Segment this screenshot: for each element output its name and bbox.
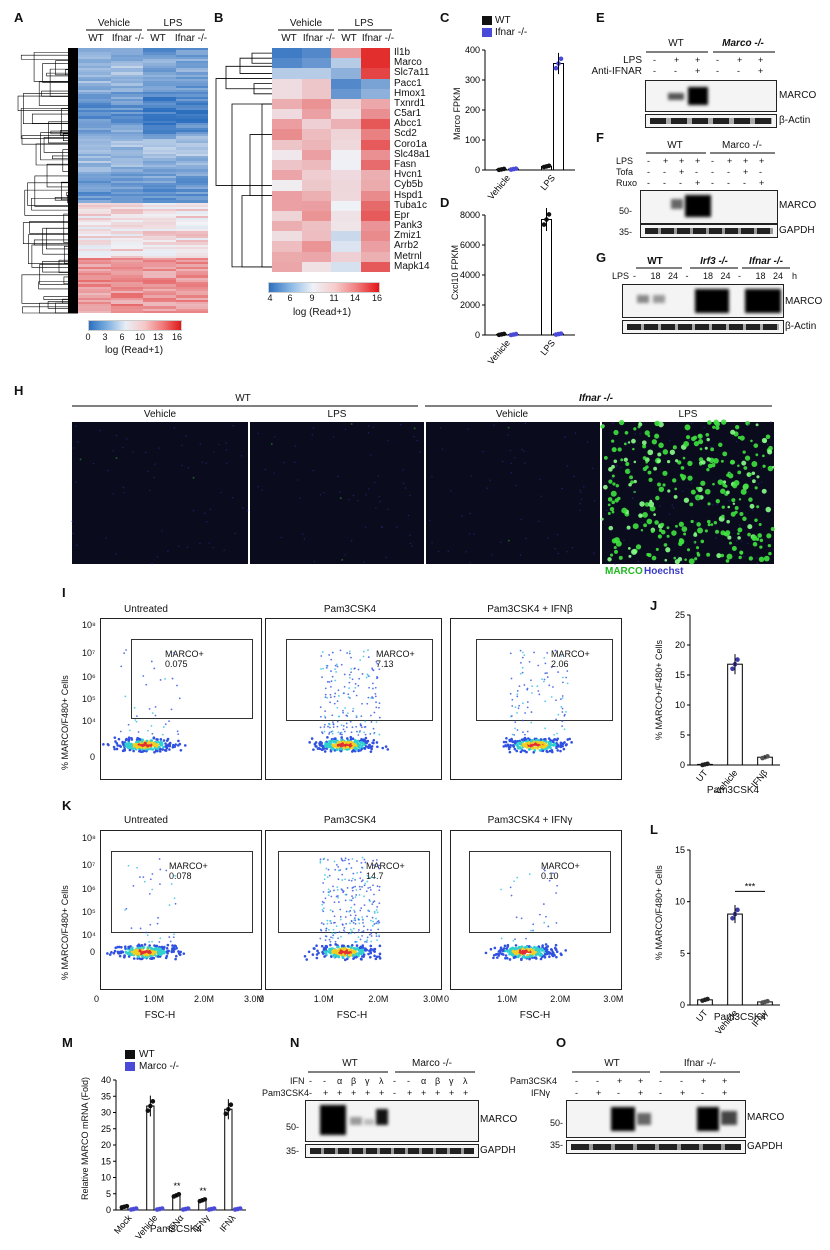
blot-o-sign: - bbox=[659, 1076, 662, 1086]
data-point bbox=[134, 1206, 139, 1211]
blot-o-label-marco: MARCO bbox=[747, 1112, 784, 1123]
data-point bbox=[238, 1206, 243, 1211]
blot-n-mw-35: 35- bbox=[286, 1146, 299, 1156]
blot-o-gapdh-band bbox=[566, 1140, 746, 1154]
blot-n-sign: + bbox=[365, 1088, 370, 1098]
blot-n-sign: + bbox=[323, 1088, 328, 1098]
category-label: IFNλ bbox=[218, 1212, 238, 1233]
data-point bbox=[151, 1099, 156, 1104]
blot-o-sign: - bbox=[617, 1088, 620, 1098]
blot-n-sign: - bbox=[393, 1088, 396, 1098]
blot-o-sign: + bbox=[680, 1088, 685, 1098]
blot-o-sign: - bbox=[701, 1088, 704, 1098]
blot-n-label-gapdh: GAPDH bbox=[480, 1145, 516, 1156]
data-point bbox=[186, 1206, 191, 1211]
blot-n-sign: + bbox=[421, 1088, 426, 1098]
blot-o-marco-band bbox=[566, 1100, 746, 1138]
blot-n-sign: + bbox=[407, 1088, 412, 1098]
blot-o-lines bbox=[0, 0, 830, 1080]
blot-o-sign: - bbox=[680, 1076, 683, 1086]
significance-label: ** bbox=[173, 1181, 181, 1191]
significance-label: ** bbox=[199, 1186, 207, 1196]
data-point bbox=[146, 1108, 151, 1113]
blot-n-sign: + bbox=[351, 1088, 356, 1098]
blot-n-sign: + bbox=[337, 1088, 342, 1098]
blot-o-sign: + bbox=[722, 1088, 727, 1098]
blot-n-sign: - bbox=[309, 1088, 312, 1098]
bar bbox=[147, 1106, 154, 1210]
y-tick-label: 30 bbox=[101, 1108, 111, 1118]
blot-n-sign: + bbox=[379, 1088, 384, 1098]
blot-n-row-pam: Pam3CSK4 bbox=[262, 1088, 309, 1098]
data-point bbox=[203, 1197, 208, 1202]
blot-o-sign: + bbox=[701, 1076, 706, 1086]
blot-n-marco-band bbox=[305, 1100, 479, 1142]
y-tick-label: 25 bbox=[101, 1124, 111, 1134]
blot-o-label-gapdh: GAPDH bbox=[747, 1141, 783, 1152]
data-point bbox=[229, 1102, 234, 1107]
chart-m-ylabel: Relative MARCO mRNA (Fold) bbox=[80, 1077, 90, 1200]
data-point bbox=[224, 1111, 229, 1116]
chart-m-group: Pam3CSK4 bbox=[150, 1224, 202, 1235]
blot-o-sign: + bbox=[638, 1076, 643, 1086]
y-tick-label: 5 bbox=[106, 1189, 111, 1199]
y-tick-label: 35 bbox=[101, 1091, 111, 1101]
blot-o-sign: - bbox=[575, 1088, 578, 1098]
blot-n-sign: + bbox=[463, 1088, 468, 1098]
y-tick-label: 10 bbox=[101, 1173, 111, 1183]
blot-o-sign: + bbox=[596, 1088, 601, 1098]
blot-o-row-ifng: IFNγ bbox=[531, 1088, 550, 1098]
y-tick-label: 15 bbox=[101, 1156, 111, 1166]
blot-n-sign: + bbox=[449, 1088, 454, 1098]
blot-n-label-marco: MARCO bbox=[480, 1114, 517, 1125]
blot-o-sign: - bbox=[659, 1088, 662, 1098]
blot-o-sign: - bbox=[596, 1076, 599, 1086]
blot-n-sign: + bbox=[435, 1088, 440, 1098]
blot-n-gapdh-band bbox=[305, 1144, 479, 1158]
blot-o-mw-50: 50- bbox=[550, 1118, 563, 1128]
blot-o-sign: + bbox=[617, 1076, 622, 1086]
blot-o-sign: + bbox=[638, 1088, 643, 1098]
data-point bbox=[212, 1206, 217, 1211]
y-tick-label: 20 bbox=[101, 1140, 111, 1150]
blot-o-sign: + bbox=[722, 1076, 727, 1086]
blot-o-row-pam: Pam3CSK4 bbox=[510, 1076, 557, 1086]
blot-o-mw-35: 35- bbox=[550, 1140, 563, 1150]
blot-n-mw-50: 50- bbox=[286, 1122, 299, 1132]
data-point bbox=[177, 1192, 182, 1197]
data-point bbox=[160, 1206, 165, 1211]
bar bbox=[225, 1109, 232, 1210]
data-point bbox=[125, 1204, 130, 1209]
blot-o-sign: - bbox=[575, 1076, 578, 1086]
category-label: Mock bbox=[112, 1212, 134, 1235]
y-tick-label: 0 bbox=[106, 1205, 111, 1215]
